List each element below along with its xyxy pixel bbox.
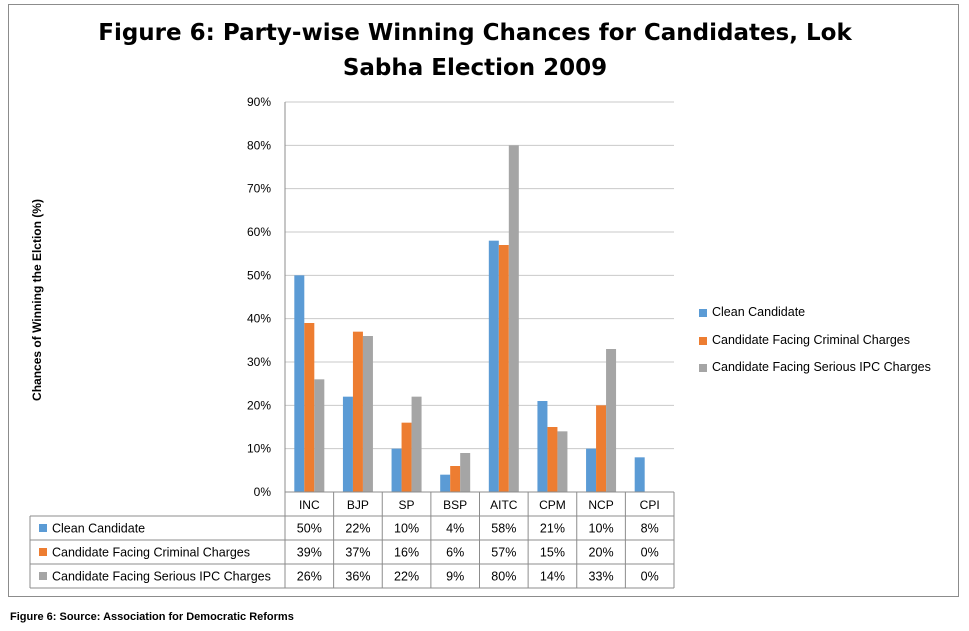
bar-sp-series-2	[411, 396, 422, 492]
data-label: 36%	[345, 570, 370, 584]
x-tick-label: NCP	[588, 498, 613, 512]
legend-label-serious-ipc: Candidate Facing Serious IPC Charges	[712, 360, 931, 374]
bar-sp-series-0	[391, 448, 402, 492]
table-legend-key	[39, 548, 47, 556]
bar-bsp-series-2	[460, 453, 471, 492]
legend-swatch-criminal	[699, 336, 707, 345]
x-tick-label: SP	[399, 498, 415, 512]
bar-bsp-series-1	[450, 466, 461, 492]
data-label: 9%	[446, 570, 464, 584]
x-tick-label: CPM	[539, 498, 566, 512]
data-label: 57%	[491, 546, 516, 560]
bar-cpi-series-0	[634, 457, 645, 492]
table-legend-key	[39, 572, 47, 580]
chart-title: Figure 6: Party-wise Winning Chances for…	[98, 20, 852, 81]
table-legend-key	[39, 524, 47, 532]
bar-aitc-series-0	[488, 240, 499, 492]
data-label: 50%	[297, 522, 322, 536]
bar-bjp-series-1	[352, 331, 363, 492]
y-tick-label: 70%	[247, 182, 271, 196]
bar-sp-series-1	[401, 422, 412, 492]
data-label: 6%	[446, 546, 464, 560]
table-series-label: Candidate Facing Serious IPC Charges	[52, 570, 271, 584]
legend-swatch-clean	[699, 308, 707, 317]
legend-item-clean: Clean Candidate	[699, 305, 805, 319]
x-tick-label: INC	[299, 498, 320, 512]
data-label: 80%	[491, 570, 516, 584]
bar-bsp-series-0	[440, 474, 451, 492]
data-label: 39%	[297, 546, 322, 560]
table-series-label: Candidate Facing Criminal Charges	[52, 546, 250, 560]
bar-aitc-series-1	[498, 245, 509, 492]
table-series-label: Clean Candidate	[52, 522, 145, 536]
legend-item-serious-ipc: Candidate Facing Serious IPC Charges	[699, 360, 931, 374]
y-tick-label: 50%	[247, 268, 271, 282]
data-label: 16%	[394, 546, 419, 560]
legend-item-criminal: Candidate Facing Criminal Charges	[699, 333, 910, 347]
legend-label-criminal: Candidate Facing Criminal Charges	[712, 333, 911, 347]
x-tick-label: AITC	[490, 498, 518, 512]
y-tick-label: 40%	[247, 312, 271, 326]
bar-bjp-series-2	[362, 336, 373, 492]
data-label: 10%	[589, 522, 614, 536]
legend-label-clean: Clean Candidate	[712, 305, 806, 319]
bar-ncp-series-0	[586, 448, 597, 492]
legend-swatch-serious-ipc	[699, 363, 707, 372]
data-label: 22%	[345, 522, 370, 536]
data-label: 8%	[641, 522, 659, 536]
y-tick-label: 80%	[247, 138, 271, 152]
y-tick-label: 60%	[247, 225, 271, 239]
bar-cpm-series-0	[537, 401, 548, 492]
bar-bjp-series-0	[342, 396, 353, 492]
bar-ncp-series-1	[596, 405, 607, 492]
y-tick-label: 10%	[247, 442, 271, 456]
y-tick-label: 0%	[254, 485, 272, 499]
bar-inc-series-2	[314, 379, 325, 492]
data-label: 0%	[641, 570, 659, 584]
x-tick-label: BJP	[347, 498, 369, 512]
y-tick-label: 20%	[247, 398, 271, 412]
bar-cpm-series-2	[557, 431, 568, 492]
data-label: 10%	[394, 522, 419, 536]
data-label: 21%	[540, 522, 565, 536]
bar-cpm-series-1	[547, 427, 558, 492]
data-label: 37%	[345, 546, 370, 560]
chart-frame	[8, 4, 959, 597]
data-label: 20%	[589, 546, 614, 560]
data-label: 15%	[540, 546, 565, 560]
data-label: 4%	[446, 522, 464, 536]
data-label: 22%	[394, 570, 419, 584]
y-tick-label: 90%	[247, 95, 271, 109]
x-tick-label: BSP	[443, 498, 467, 512]
bar-ncp-series-2	[606, 349, 617, 492]
data-label: 58%	[491, 522, 516, 536]
bar-inc-series-1	[304, 323, 315, 492]
bar-inc-series-0	[294, 275, 305, 492]
data-label: 26%	[297, 570, 322, 584]
y-tick-label: 30%	[247, 355, 271, 369]
source-note: Figure 6: Source: Association for Democr…	[10, 611, 294, 623]
data-label: 14%	[540, 570, 565, 584]
x-tick-label: CPI	[640, 498, 660, 512]
bar-aitc-series-2	[508, 145, 519, 493]
data-label: 0%	[641, 546, 659, 560]
data-label: 33%	[589, 570, 614, 584]
